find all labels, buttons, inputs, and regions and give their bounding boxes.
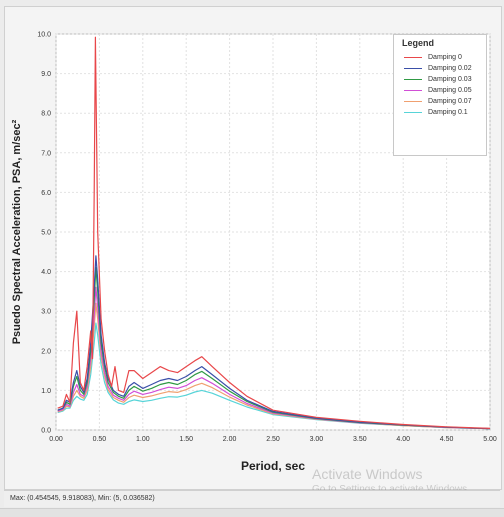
- series-lines: [57, 36, 491, 430]
- legend-swatch: [404, 90, 422, 91]
- x-tick-labels: 0.00 0.50 1.00 1.50 2.00 2.50 3.00 3.50 4.00 4.50…: [49, 436, 497, 443]
- legend-label: Damping 0.07: [428, 98, 472, 105]
- series-line: [57, 322, 491, 430]
- legend-item: Damping 0.02: [404, 63, 486, 74]
- x-tick-label: 3.00: [310, 436, 324, 443]
- series-line: [57, 267, 491, 430]
- legend-label: Damping 0.03: [428, 76, 472, 83]
- taskbar-strip: [0, 508, 504, 517]
- legend-swatch: [404, 79, 422, 80]
- x-tick-label: 3.50: [353, 436, 367, 443]
- legend-swatch: [404, 112, 422, 113]
- legend-swatch: [404, 101, 422, 102]
- series-line: [57, 286, 491, 430]
- x-tick-label: 0.00: [49, 436, 63, 443]
- legend-label: Damping 0.1: [428, 109, 468, 116]
- series-line: [57, 36, 491, 429]
- x-tick-label: 1.00: [136, 436, 150, 443]
- y-tick-label: 7.0: [41, 150, 51, 157]
- x-tick-label: 0.50: [93, 436, 107, 443]
- y-axis-label: Psuedo Spectral Acceleration, PSA, m/sec…: [11, 119, 23, 344]
- y-tick-label: 9.0: [41, 71, 51, 78]
- legend-swatch: [404, 57, 422, 58]
- legend-title: Legend: [402, 38, 435, 48]
- y-tick-label: 8.0: [41, 111, 51, 118]
- legend-items: Damping 0 Damping 0.02 Damping 0.03 Damping…: [394, 52, 486, 118]
- x-tick-label: 4.00: [396, 436, 410, 443]
- x-tick-label: 1.50: [179, 436, 193, 443]
- y-tick-label: 6.0: [41, 190, 51, 197]
- y-tick-labels: 0.0 1.0 2.0 3.0 4.0 5.0 6.0 7.0 8.0 9.0 10.0: [37, 32, 51, 435]
- legend-swatch: [404, 68, 422, 69]
- x-tick-label: 2.00: [223, 436, 237, 443]
- x-tick-label: 2.50: [266, 436, 280, 443]
- watermark-subtitle: Go to Settings to activate Windows.: [312, 482, 470, 498]
- y-tick-label: 0.0: [41, 428, 51, 435]
- activate-windows-watermark: Activate Windows Go to Settings to activ…: [312, 466, 470, 498]
- y-tick-label: 1.0: [41, 388, 51, 395]
- legend-item: Damping 0.1: [404, 107, 486, 118]
- series-line: [57, 302, 491, 430]
- y-tick-label: 2.0: [41, 348, 51, 355]
- legend-label: Damping 0: [428, 54, 462, 61]
- legend-label: Damping 0.05: [428, 87, 472, 94]
- legend-item: Damping 0.05: [404, 85, 486, 96]
- legend-label: Damping 0.02: [428, 65, 472, 72]
- y-tick-label: 5.0: [41, 230, 51, 237]
- x-tick-label: 5.00: [483, 436, 497, 443]
- x-tick-label: 4.50: [440, 436, 454, 443]
- legend: Legend Damping 0 Damping 0.02 Damping 0.03…: [393, 34, 487, 156]
- status-bar: Max: (0.454545, 9.918083), Min: (5, 0.03…: [4, 490, 500, 507]
- y-tick-label: 10.0: [37, 32, 51, 39]
- x-axis-label: Period, sec: [241, 459, 305, 473]
- max-min-readout: Max: (0.454545, 9.918083), Min: (5, 0.03…: [10, 495, 155, 502]
- y-tick-label: 3.0: [41, 309, 51, 316]
- series-line: [57, 255, 491, 430]
- watermark-title: Activate Windows: [312, 466, 423, 482]
- legend-item: Damping 0.03: [404, 74, 486, 85]
- legend-item: Damping 0.07: [404, 96, 486, 107]
- y-tick-label: 4.0: [41, 269, 51, 276]
- legend-item: Damping 0: [404, 52, 486, 63]
